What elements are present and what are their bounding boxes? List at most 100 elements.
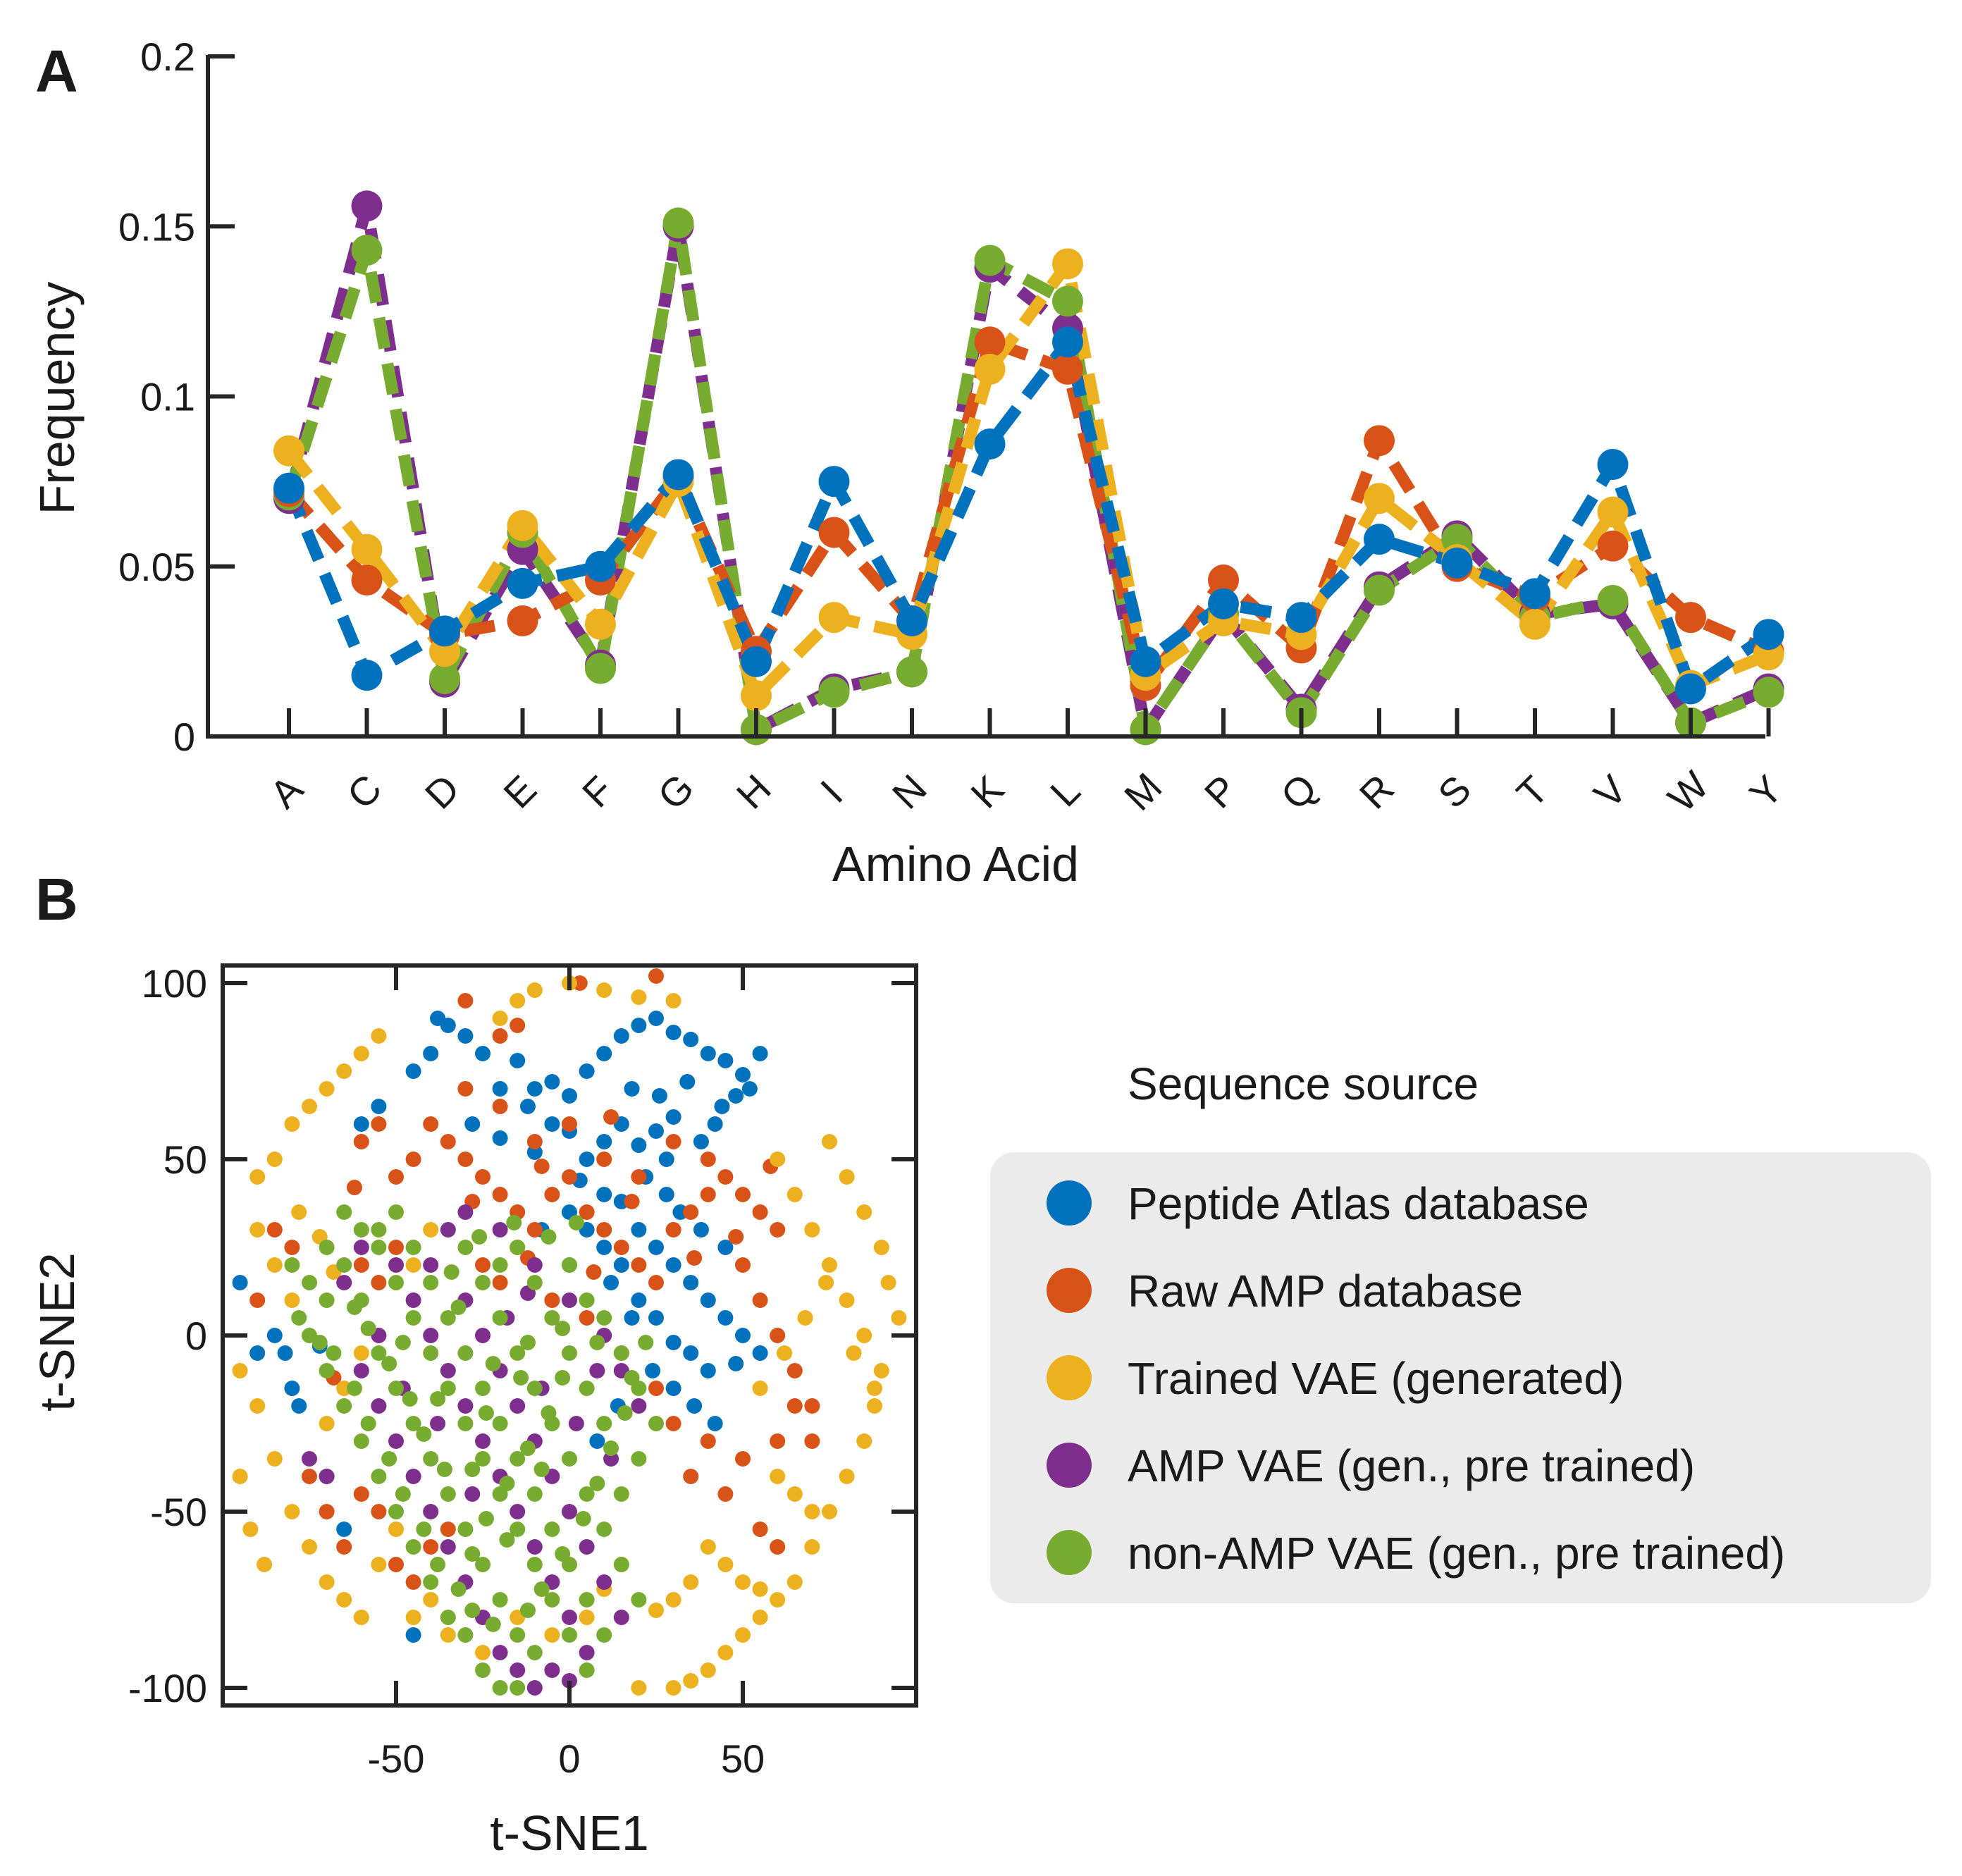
panel-b-y-tick-label: -100 (128, 1666, 207, 1710)
scatter-point-non-amp-vae (371, 1240, 387, 1255)
scatter-point-peptide-atlas (717, 1053, 734, 1068)
scatter-point-peptide-atlas (510, 1053, 526, 1068)
scatter-point-raw-amp (603, 1109, 619, 1125)
panel-a-x-tick-label: I (812, 772, 851, 811)
scatter-point-raw-amp (596, 1152, 612, 1167)
scatter-point-non-amp-vae (405, 1416, 421, 1431)
scatter-point-trained-vae (257, 1557, 273, 1572)
scatter-point-peptide-atlas (596, 1240, 612, 1255)
data-point-peptide-atlas (1519, 578, 1550, 610)
scatter-point-peptide-atlas (596, 1187, 612, 1202)
scatter-point-trained-vae (717, 1645, 734, 1660)
scatter-point-non-amp-vae (513, 1370, 529, 1386)
panel-a-series-markers (273, 190, 1784, 746)
scatter-point-trained-vae (752, 1610, 768, 1625)
scatter-point-non-amp-vae (544, 1592, 560, 1607)
scatter-point-trained-vae (291, 1204, 307, 1220)
scatter-point-raw-amp (686, 1250, 703, 1266)
scatter-point-trained-vae (891, 1310, 907, 1326)
scatter-point-raw-amp (405, 1152, 421, 1167)
panel-a-x-tick-label: Y (1741, 767, 1791, 817)
scatter-point-trained-vae (866, 1398, 882, 1414)
data-point-non-amp-vae (1364, 574, 1395, 606)
scatter-point-peptide-atlas (735, 1067, 751, 1082)
scatter-point-non-amp-vae (450, 1300, 467, 1315)
scatter-point-raw-amp (786, 1398, 803, 1414)
scatter-point-non-amp-vae (319, 1240, 335, 1255)
scatter-point-trained-vae (232, 1469, 248, 1484)
scatter-point-peptide-atlas (284, 1381, 300, 1396)
legend-marker (1047, 1530, 1092, 1575)
data-point-trained-vae (1052, 248, 1083, 280)
panel-b-y-tick-label: 100 (142, 961, 207, 1006)
scatter-point-non-amp-vae (596, 1416, 612, 1431)
panel-a-x-tick-label: E (495, 767, 545, 817)
scatter-point-peptide-atlas (648, 1011, 664, 1026)
scatter-point-amp-vae (464, 1486, 481, 1502)
scatter-point-peptide-atlas (665, 1025, 681, 1040)
scatter-point-raw-amp (526, 1134, 543, 1149)
scatter-point-amp-vae (353, 1363, 369, 1378)
scatter-point-amp-vae (492, 1222, 508, 1238)
scatter-point-trained-vae (880, 1275, 896, 1290)
data-point-trained-vae (585, 608, 616, 640)
data-point-peptide-atlas (1441, 547, 1473, 579)
scatter-point-non-amp-vae (405, 1310, 421, 1326)
data-point-non-amp-vae (585, 653, 616, 684)
scatter-point-trained-vae (873, 1240, 889, 1255)
scatter-point-raw-amp (510, 1018, 526, 1033)
scatter-point-raw-amp (700, 1433, 716, 1449)
scatter-point-non-amp-vae (360, 1321, 376, 1336)
data-point-peptide-atlas (818, 466, 850, 498)
scatter-point-amp-vae (510, 1504, 526, 1519)
scatter-point-amp-vae (492, 1645, 508, 1660)
scatter-point-raw-amp (492, 1187, 508, 1202)
scatter-point-peptide-atlas (631, 1292, 647, 1308)
scatter-point-trained-vae (579, 1610, 595, 1625)
scatter-point-raw-amp (475, 1257, 490, 1273)
panel-b-y-tick-label: 50 (164, 1137, 207, 1182)
scatter-point-non-amp-vae (319, 1292, 335, 1308)
data-point-peptide-atlas (1208, 588, 1239, 619)
scatter-point-trained-vae (249, 1169, 266, 1185)
panel-a-x-tick-label: V (1585, 766, 1635, 816)
scatter-point-trained-vae (777, 1345, 793, 1361)
panel-a-x-tick-label: M (1116, 764, 1171, 819)
scatter-point-raw-amp (457, 1081, 474, 1097)
scatter-point-non-amp-vae (492, 1680, 508, 1696)
scatter-point-non-amp-vae (492, 1416, 508, 1431)
scatter-point-raw-amp (752, 1292, 768, 1308)
scatter-point-raw-amp (665, 1222, 681, 1238)
scatter-point-trained-vae (735, 1574, 751, 1590)
scatter-point-amp-vae (510, 1398, 526, 1414)
data-point-raw-amp (974, 326, 1006, 358)
scatter-point-trained-vae (818, 1275, 834, 1290)
scatter-point-amp-vae (526, 1539, 543, 1555)
scatter-point-raw-amp (770, 1328, 786, 1343)
scatter-point-non-amp-vae (302, 1275, 317, 1290)
scatter-point-trained-vae (302, 1099, 317, 1114)
scatter-point-non-amp-vae (475, 1451, 490, 1467)
scatter-point-peptide-atlas (457, 1028, 474, 1044)
scatter-point-non-amp-vae (360, 1416, 376, 1431)
scatter-point-trained-vae (284, 1292, 300, 1308)
scatter-point-amp-vae (568, 1416, 584, 1431)
scatter-point-non-amp-vae (526, 1557, 543, 1572)
scatter-point-peptide-atlas (464, 1116, 481, 1132)
scatter-point-peptide-atlas (579, 1152, 595, 1167)
scatter-point-raw-amp (596, 1222, 612, 1238)
panel-a-x-tick-label: T (1508, 767, 1557, 816)
scatter-point-peptide-atlas (336, 1522, 352, 1537)
panel-b-y-tick-label: 0 (185, 1314, 207, 1358)
scatter-point-trained-vae (822, 1257, 837, 1273)
data-point-non-amp-vae (1753, 677, 1784, 708)
scatter-point-raw-amp (735, 1451, 751, 1467)
scatter-point-amp-vae (526, 1257, 543, 1273)
scatter-point-trained-vae (249, 1398, 266, 1414)
scatter-point-non-amp-vae (510, 1627, 526, 1643)
scatter-point-peptide-atlas (291, 1398, 307, 1414)
data-point-raw-amp (818, 517, 850, 548)
scatter-point-trained-vae (866, 1381, 882, 1396)
data-point-peptide-atlas (896, 605, 927, 636)
scatter-point-non-amp-vae (402, 1391, 418, 1407)
